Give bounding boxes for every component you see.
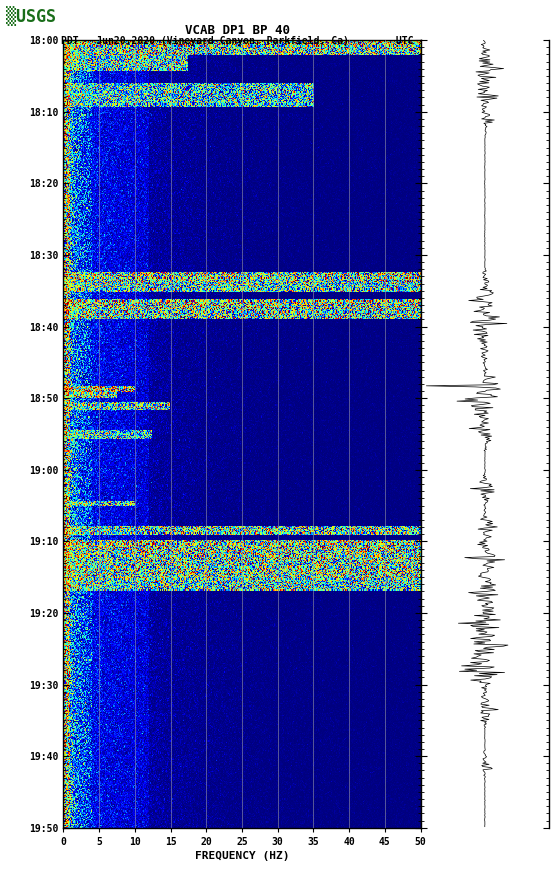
Text: VCAB DP1 BP 40: VCAB DP1 BP 40 bbox=[185, 24, 290, 37]
Text: PDT   Jun20,2020 (Vineyard Canyon, Parkfield, Ca)        UTC: PDT Jun20,2020 (Vineyard Canyon, Parkfie… bbox=[61, 36, 413, 45]
X-axis label: FREQUENCY (HZ): FREQUENCY (HZ) bbox=[195, 851, 289, 861]
Text: ▒USGS: ▒USGS bbox=[6, 6, 56, 26]
